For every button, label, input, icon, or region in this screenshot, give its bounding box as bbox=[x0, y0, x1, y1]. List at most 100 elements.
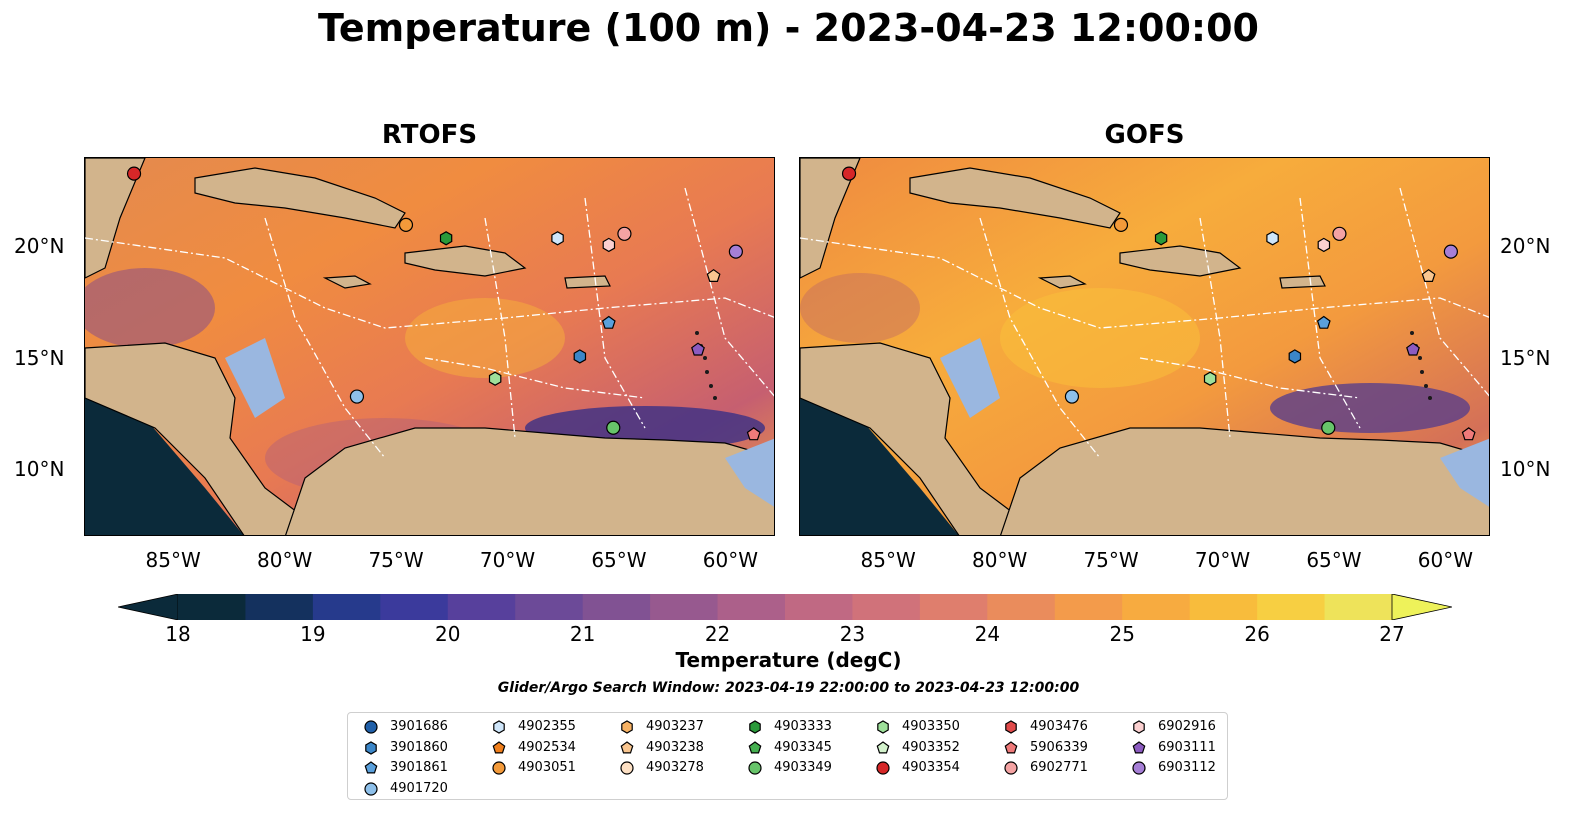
land-hispaniola bbox=[1119, 245, 1242, 277]
x-tick-label: 70°W bbox=[479, 548, 536, 572]
float-marker-6902771 bbox=[617, 226, 632, 241]
x-tick-label: 65°W bbox=[1306, 548, 1362, 572]
float-marker-4903350 bbox=[1203, 371, 1217, 386]
x-tick-label: 60°W bbox=[1417, 548, 1474, 572]
legend-label: 4903354 bbox=[902, 760, 960, 775]
shallow-shelf bbox=[1440, 438, 1489, 507]
x-tick-label: 85°W bbox=[860, 548, 916, 572]
legend-label: 4903237 bbox=[646, 719, 704, 734]
legend-marker-hexagon bbox=[749, 720, 761, 734]
shallow-shelf bbox=[225, 338, 285, 418]
legend-label: 4903238 bbox=[646, 739, 704, 755]
float-marker-4903333 bbox=[1154, 231, 1168, 246]
x-tick-label: 85°W bbox=[145, 548, 201, 572]
y-tick-label-right: 15°N bbox=[1500, 345, 1551, 370]
legend-label: 6903111 bbox=[1158, 739, 1216, 755]
legend-label: 5906339 bbox=[1030, 739, 1088, 755]
colorbar-tick-label: 22 bbox=[704, 622, 731, 646]
legend-label: 6902771 bbox=[1030, 760, 1088, 775]
float-marker-6903112 bbox=[728, 244, 743, 259]
float-marker-3901861 bbox=[1316, 315, 1331, 329]
float-marker-6903111 bbox=[691, 342, 705, 356]
colorbar-extend-low bbox=[118, 594, 179, 620]
rtofs-map bbox=[84, 157, 775, 536]
float-legend: 3901686 3901860 3901861 4901720 4902355 49025… bbox=[347, 712, 1228, 800]
legend-marker-pentagon bbox=[620, 740, 634, 753]
float-marker-4903350 bbox=[488, 371, 502, 386]
colorbar-bin bbox=[312, 594, 381, 620]
float-marker-3901860 bbox=[1288, 349, 1302, 364]
land-hispaniola bbox=[404, 245, 527, 277]
legend-marker-hexagon bbox=[877, 720, 889, 734]
legend-label: 4903333 bbox=[774, 719, 832, 734]
legend-marker-hexagon bbox=[621, 720, 633, 734]
float-marker-4903051 bbox=[1113, 217, 1129, 232]
float-marker-4902355 bbox=[1266, 231, 1279, 246]
colorbar-label: Temperature (degC) bbox=[675, 648, 902, 672]
eez-boundaries bbox=[85, 187, 774, 459]
land-south-america bbox=[285, 427, 774, 535]
legend-label: 4903476 bbox=[1030, 719, 1088, 734]
float-markers bbox=[126, 166, 761, 441]
figure-title: Temperature (100 m) - 2023-04-23 12:00:0… bbox=[317, 6, 1259, 50]
y-tick-label-right: 20°N bbox=[1500, 234, 1551, 259]
rtofs-map-canvas bbox=[85, 158, 774, 535]
float-marker-4903238 bbox=[1421, 268, 1436, 283]
legend-label: 3901860 bbox=[390, 739, 448, 755]
legend-label: 4903352 bbox=[902, 739, 960, 755]
legend-marker-pentagon bbox=[748, 740, 762, 753]
shallow-shelf bbox=[725, 438, 774, 507]
float-marker-4903354 bbox=[126, 166, 142, 181]
float-marker-6903112 bbox=[1443, 244, 1458, 259]
float-marker-4903333 bbox=[439, 231, 453, 246]
colorbar-bin bbox=[919, 594, 988, 620]
legend-label: 4901720 bbox=[390, 780, 448, 796]
float-marker-4903238 bbox=[706, 268, 721, 283]
legend-label: 4903278 bbox=[646, 760, 704, 775]
float-markers bbox=[841, 166, 1476, 441]
x-tick-label: 65°W bbox=[591, 548, 647, 572]
colorbar-tick-label: 19 bbox=[300, 622, 326, 646]
legend-label: 4903350 bbox=[902, 719, 960, 734]
colorbar-bin bbox=[987, 594, 1056, 620]
colorbar-tick-label: 18 bbox=[165, 622, 191, 646]
colorbar-bin bbox=[515, 594, 584, 620]
float-marker-4903349 bbox=[606, 420, 621, 435]
float-marker-4901720 bbox=[349, 389, 365, 404]
colorbar-bin bbox=[245, 594, 314, 620]
colorbar-bin bbox=[1122, 594, 1191, 620]
y-tick-label-left: 20°N bbox=[14, 234, 65, 259]
warm-patch bbox=[1000, 288, 1200, 388]
deep-pacific bbox=[85, 388, 244, 535]
colorbar-bin bbox=[1054, 594, 1123, 620]
gofs-panel-title: GOFS bbox=[1104, 120, 1185, 150]
colorbar-extend-high bbox=[1391, 594, 1452, 620]
x-tick-label: 80°W bbox=[256, 548, 313, 572]
legend-marker-circle bbox=[620, 761, 634, 775]
x-tick-label: 70°W bbox=[1194, 548, 1251, 572]
legend-marker-hexagon bbox=[1005, 720, 1017, 734]
legend-label: 4903349 bbox=[774, 760, 832, 775]
x-tick-label: 60°W bbox=[702, 548, 759, 572]
gofs-map-canvas bbox=[800, 158, 1489, 535]
legend-label: 3901861 bbox=[390, 760, 448, 775]
x-tick-label: 80°W bbox=[971, 548, 1028, 572]
land-yucatan bbox=[800, 158, 861, 279]
float-marker-6902771 bbox=[1332, 226, 1347, 241]
rtofs-panel-title: RTOFS bbox=[381, 120, 478, 150]
colorbar bbox=[118, 594, 1452, 620]
float-marker-5906339 bbox=[746, 427, 761, 441]
land-jamaica bbox=[1037, 275, 1087, 289]
legend-marker-pentagon bbox=[492, 740, 506, 753]
colorbar-bin bbox=[380, 594, 449, 620]
y-tick-label-left: 15°N bbox=[14, 345, 65, 370]
y-tick-label-right: 10°N bbox=[1500, 457, 1551, 482]
cool-patch bbox=[85, 268, 215, 348]
x-tick-label: 75°W bbox=[368, 548, 424, 572]
legend-marker-circle bbox=[748, 761, 762, 775]
float-marker-6903111 bbox=[1406, 342, 1420, 356]
colorbar-bin bbox=[717, 594, 786, 620]
legend-label: 3901686 bbox=[390, 719, 448, 734]
colorbar-tick-label: 20 bbox=[435, 622, 461, 646]
eez-boundaries bbox=[800, 187, 1489, 459]
